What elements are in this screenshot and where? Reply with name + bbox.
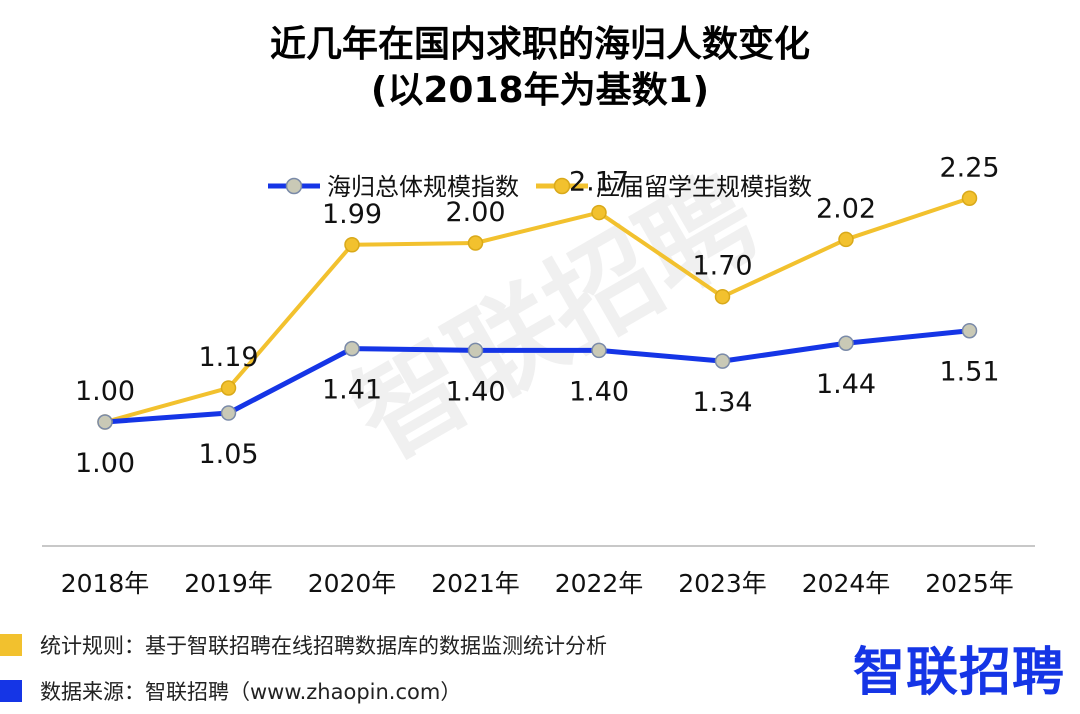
data-point-1 — [838, 231, 854, 248]
data-label: 1.19 — [198, 342, 258, 373]
legend-marker-1 — [553, 177, 571, 195]
data-label: 1.41 — [322, 375, 382, 406]
x-tick-label: 2023年 — [678, 569, 767, 598]
footer-source-row: 数据来源：智联招聘（www.zhaopin.com） — [0, 676, 461, 706]
series-line-1 — [104, 196, 971, 424]
data-point-0 — [838, 335, 854, 351]
footer-source-text: 数据来源：智联招聘（www.zhaopin.com） — [40, 680, 462, 704]
data-label: 1.99 — [322, 199, 382, 230]
chart-title: 近几年在国内求职的海归人数变化 (以2018年为基数1) — [0, 22, 1080, 114]
data-label: 2.02 — [816, 193, 876, 224]
x-tick-label: 2025年 — [925, 569, 1014, 598]
data-label: 2.00 — [445, 197, 505, 228]
legend-label: 应届留学生规模指数 — [596, 173, 812, 201]
data-point-0 — [220, 405, 237, 421]
data-label: 2.17 — [569, 167, 629, 198]
data-label: 1.40 — [445, 376, 505, 407]
data-label: 1.05 — [198, 439, 258, 470]
data-label: 1.00 — [75, 448, 135, 479]
legend-marker-0 — [285, 177, 303, 195]
data-point-1 — [220, 380, 237, 396]
footer-source-square — [0, 680, 22, 702]
x-tick-label: 2024年 — [802, 569, 891, 598]
data-label: 1.70 — [692, 251, 752, 282]
x-tick-label: 2022年 — [555, 569, 644, 598]
data-point-0 — [467, 342, 484, 359]
x-tick-label: 2021年 — [431, 569, 520, 598]
footer-rule-row: 统计规则：基于智联招聘在线招聘数据库的数据监测统计分析 — [0, 630, 607, 660]
data-label: 1.34 — [692, 387, 752, 418]
data-label: 2.25 — [939, 152, 999, 183]
data-point-1 — [961, 190, 978, 206]
data-point-0 — [591, 342, 607, 359]
data-point-1 — [591, 204, 607, 221]
chart-title-line-1: 近几年在国内求职的海归人数变化 — [269, 24, 810, 65]
series-line-0 — [104, 328, 970, 425]
data-point-0 — [344, 340, 360, 357]
data-label: 1.00 — [75, 376, 135, 407]
data-point-1 — [714, 288, 731, 305]
chart-title-line-2: (以2018年为基数1) — [370, 70, 710, 111]
zhaopin-logo: 智联招聘 — [853, 643, 1066, 703]
footer-rule-text: 统计规则：基于智联招聘在线招聘数据库的数据监测统计分析 — [40, 634, 607, 658]
data-label: 1.40 — [569, 376, 629, 407]
data-label: 1.44 — [816, 369, 876, 400]
legend-label: 海归总体规模指数 — [327, 173, 519, 201]
data-point-1 — [344, 237, 360, 253]
x-tick-label: 2019年 — [184, 569, 273, 598]
data-point-1 — [467, 235, 484, 251]
data-point-0 — [961, 322, 978, 339]
x-tick-label: 2018年 — [61, 569, 150, 598]
footer-rule-square — [0, 634, 22, 656]
data-label: 1.51 — [939, 357, 999, 388]
data-point-0 — [97, 414, 113, 430]
data-point-0 — [714, 353, 731, 369]
x-tick-label: 2020年 — [308, 569, 397, 598]
